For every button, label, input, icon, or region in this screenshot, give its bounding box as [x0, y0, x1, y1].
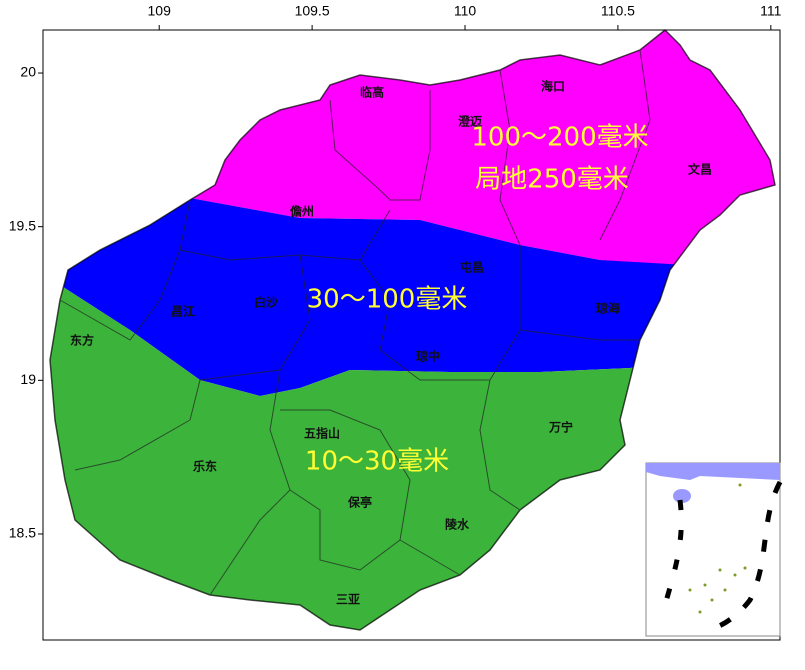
axes: 109 109.5 110 110.5 111 20 19.5 19 18.5	[9, 3, 782, 541]
city-label: 陵水	[445, 517, 470, 532]
inset-land	[646, 463, 780, 480]
inset-boundary	[662, 499, 684, 606]
x-tick-label: 109	[148, 3, 172, 19]
x-tick-label: 109.5	[295, 3, 330, 19]
city-label: 儋州	[290, 204, 314, 219]
x-tick-label: 110	[454, 3, 477, 19]
x-tick-label: 110.5	[601, 3, 635, 19]
inset-islands	[688, 483, 747, 614]
rain-zone	[50, 198, 775, 396]
city-label: 五指山	[304, 426, 340, 441]
city-label: 琼海	[596, 301, 620, 316]
county-borders	[49, 29, 776, 631]
city-label: 东方	[70, 333, 94, 348]
zone-label: 10～30毫米	[305, 447, 449, 477]
zone-label: 局地250毫米	[475, 165, 629, 195]
city-label: 琼中	[416, 349, 440, 364]
city-label: 屯昌	[460, 260, 484, 275]
city-label: 三亚	[336, 593, 360, 607]
y-tick-label: 20	[20, 64, 36, 80]
city-label: 白沙	[254, 295, 278, 310]
x-tick-label: 111	[760, 3, 781, 19]
city-label: 保亭	[347, 495, 372, 510]
city-label: 临高	[360, 85, 384, 100]
city-label: 万宁	[548, 420, 573, 435]
city-label: 海口	[541, 79, 565, 94]
y-tick-label: 18.5	[9, 525, 36, 541]
inset-boundary	[704, 480, 783, 633]
zone-label: 100～200毫米	[471, 123, 648, 153]
zone-label: 30～100毫米	[307, 285, 468, 315]
city-label: 文昌	[688, 162, 712, 177]
inset-map	[645, 462, 783, 637]
inset-frame	[645, 462, 781, 637]
city-label: 澄迈	[458, 114, 482, 129]
y-tick-label: 19.5	[9, 217, 36, 233]
city-label: 乐东	[193, 459, 217, 474]
city-label: 昌江	[171, 304, 195, 319]
inset-island	[673, 489, 691, 503]
y-tick-label: 19	[20, 371, 36, 387]
